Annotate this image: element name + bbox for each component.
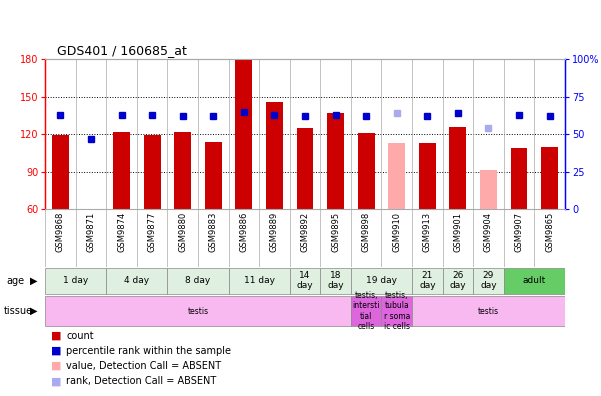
Text: GSM9904: GSM9904: [484, 212, 493, 252]
Bar: [358, 133, 374, 209]
Text: GSM9913: GSM9913: [423, 212, 432, 252]
Text: tissue: tissue: [4, 306, 33, 316]
Bar: [504, 268, 565, 294]
Text: GDS401 / 160685_at: GDS401 / 160685_at: [57, 44, 187, 57]
Bar: [351, 296, 382, 326]
Bar: [52, 135, 69, 209]
Text: rank, Detection Call = ABSENT: rank, Detection Call = ABSENT: [66, 376, 216, 386]
Text: ■: ■: [51, 376, 61, 386]
Text: GSM9877: GSM9877: [148, 212, 157, 252]
Text: 1 day: 1 day: [63, 276, 88, 285]
Bar: [412, 268, 442, 294]
Bar: [442, 268, 473, 294]
Bar: [320, 268, 351, 294]
Text: GSM9892: GSM9892: [300, 212, 310, 252]
Bar: [419, 143, 436, 209]
Text: 21
day: 21 day: [419, 271, 436, 290]
Text: GSM9910: GSM9910: [392, 212, 401, 252]
Bar: [382, 296, 412, 326]
Text: value, Detection Call = ABSENT: value, Detection Call = ABSENT: [66, 361, 221, 371]
Text: GSM9889: GSM9889: [270, 212, 279, 252]
Text: 19 day: 19 day: [366, 276, 397, 285]
Text: GSM9874: GSM9874: [117, 212, 126, 252]
Bar: [236, 59, 252, 209]
Bar: [388, 143, 405, 209]
Text: GSM9901: GSM9901: [453, 212, 462, 252]
Text: 8 day: 8 day: [185, 276, 210, 285]
Text: ■: ■: [51, 346, 61, 356]
Bar: [327, 113, 344, 209]
Text: testis,
tubula
r soma
ic cells: testis, tubula r soma ic cells: [383, 291, 410, 331]
Bar: [174, 131, 191, 209]
Text: 11 day: 11 day: [243, 276, 275, 285]
Text: GSM9880: GSM9880: [178, 212, 187, 252]
Text: ■: ■: [51, 361, 61, 371]
Text: 14
day: 14 day: [297, 271, 313, 290]
Bar: [511, 148, 528, 209]
Bar: [45, 296, 351, 326]
Text: percentile rank within the sample: percentile rank within the sample: [66, 346, 231, 356]
Text: GSM9895: GSM9895: [331, 212, 340, 252]
Text: testis: testis: [188, 307, 209, 316]
Text: GSM9865: GSM9865: [545, 212, 554, 252]
Bar: [351, 268, 412, 294]
Bar: [45, 268, 106, 294]
Bar: [144, 135, 160, 209]
Text: testis: testis: [478, 307, 499, 316]
Text: GSM9871: GSM9871: [87, 212, 96, 252]
Bar: [290, 268, 320, 294]
Bar: [266, 101, 283, 209]
Text: GSM9886: GSM9886: [239, 212, 248, 252]
Text: ▶: ▶: [30, 306, 37, 316]
Text: GSM9868: GSM9868: [56, 212, 65, 252]
Text: GSM9898: GSM9898: [362, 212, 371, 252]
Text: 29
day: 29 day: [480, 271, 497, 290]
Bar: [228, 268, 290, 294]
Text: adult: adult: [523, 276, 546, 285]
Text: GSM9883: GSM9883: [209, 212, 218, 252]
Bar: [297, 128, 313, 209]
Text: GSM9907: GSM9907: [514, 212, 523, 252]
Bar: [473, 268, 504, 294]
Text: 18
day: 18 day: [328, 271, 344, 290]
Text: ▶: ▶: [30, 276, 37, 286]
Bar: [106, 268, 168, 294]
Bar: [412, 296, 565, 326]
Bar: [113, 131, 130, 209]
Bar: [168, 268, 228, 294]
Text: age: age: [6, 276, 24, 286]
Bar: [480, 170, 497, 209]
Text: ■: ■: [51, 331, 61, 341]
Bar: [205, 141, 222, 209]
Bar: [450, 127, 466, 209]
Text: testis,
intersti
tial
cells: testis, intersti tial cells: [352, 291, 380, 331]
Text: 4 day: 4 day: [124, 276, 150, 285]
Text: 26
day: 26 day: [450, 271, 466, 290]
Bar: [542, 147, 558, 209]
Text: count: count: [66, 331, 94, 341]
